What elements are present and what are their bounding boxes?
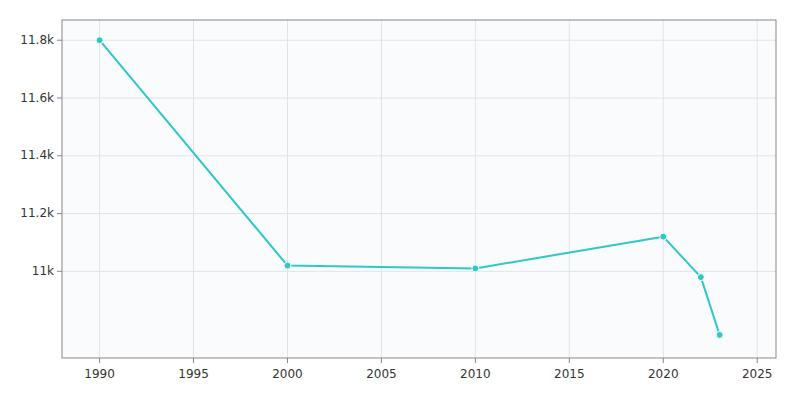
x-grid-line [193, 20, 194, 358]
x-tick [287, 358, 288, 363]
point [697, 274, 704, 281]
x-tick-label: 2015 [554, 367, 585, 381]
y-tick [57, 213, 62, 214]
point [716, 331, 723, 338]
point [660, 233, 667, 240]
plot-background [62, 20, 776, 358]
y-tick [57, 40, 62, 41]
y-tick-label: 11.8k [20, 33, 54, 47]
x-grid-line [381, 20, 382, 358]
y-grid-line [62, 98, 776, 99]
y-grid-line [62, 155, 776, 156]
chart-svg: 11k 11.2k 11.4k 11.6k 11.8k 1990 1995 2000 2005 2… [0, 0, 800, 400]
point [472, 265, 479, 272]
axes: 11k 11.2k 11.4k 11.6k 11.8k 1990 1995 2000 2005 2… [20, 20, 776, 381]
x-tick-label: 1990 [84, 367, 115, 381]
x-tick-label: 2000 [272, 367, 303, 381]
y-grid-line [62, 213, 776, 214]
x-tick-label: 2020 [648, 367, 679, 381]
grid [62, 20, 776, 358]
x-grid-line [663, 20, 664, 358]
point [96, 37, 103, 44]
y-tick [57, 271, 62, 272]
x-tick-label: 2010 [460, 367, 491, 381]
x-grid-line [757, 20, 758, 358]
series [96, 37, 723, 339]
x-tick-label: 1995 [178, 367, 209, 381]
x-grid-line [287, 20, 288, 358]
x-tick [569, 358, 570, 363]
line [100, 40, 720, 335]
y-grid-line [62, 40, 776, 41]
y-tick-label: 11.4k [20, 148, 54, 162]
x-tick [475, 358, 476, 363]
chart-container: 11k 11.2k 11.4k 11.6k 11.8k 1990 1995 2000 2005 2… [0, 0, 800, 400]
x-tick-label: 2005 [366, 367, 397, 381]
y-tick-label: 11.2k [20, 206, 54, 220]
x-grid-line [475, 20, 476, 358]
x-tick [381, 358, 382, 363]
y-tick-label: 11k [32, 264, 54, 278]
x-tick [99, 358, 100, 363]
y-tick [57, 155, 62, 156]
y-tick-label: 11.6k [20, 91, 54, 105]
x-tick [663, 358, 664, 363]
y-tick [57, 98, 62, 99]
x-grid-line [569, 20, 570, 358]
point [284, 262, 291, 269]
x-tick [193, 358, 194, 363]
x-tick-label: 2025 [742, 367, 773, 381]
x-grid-line [99, 20, 100, 358]
y-grid-line [62, 271, 776, 272]
x-tick [757, 358, 758, 363]
plot-frame [62, 20, 776, 358]
